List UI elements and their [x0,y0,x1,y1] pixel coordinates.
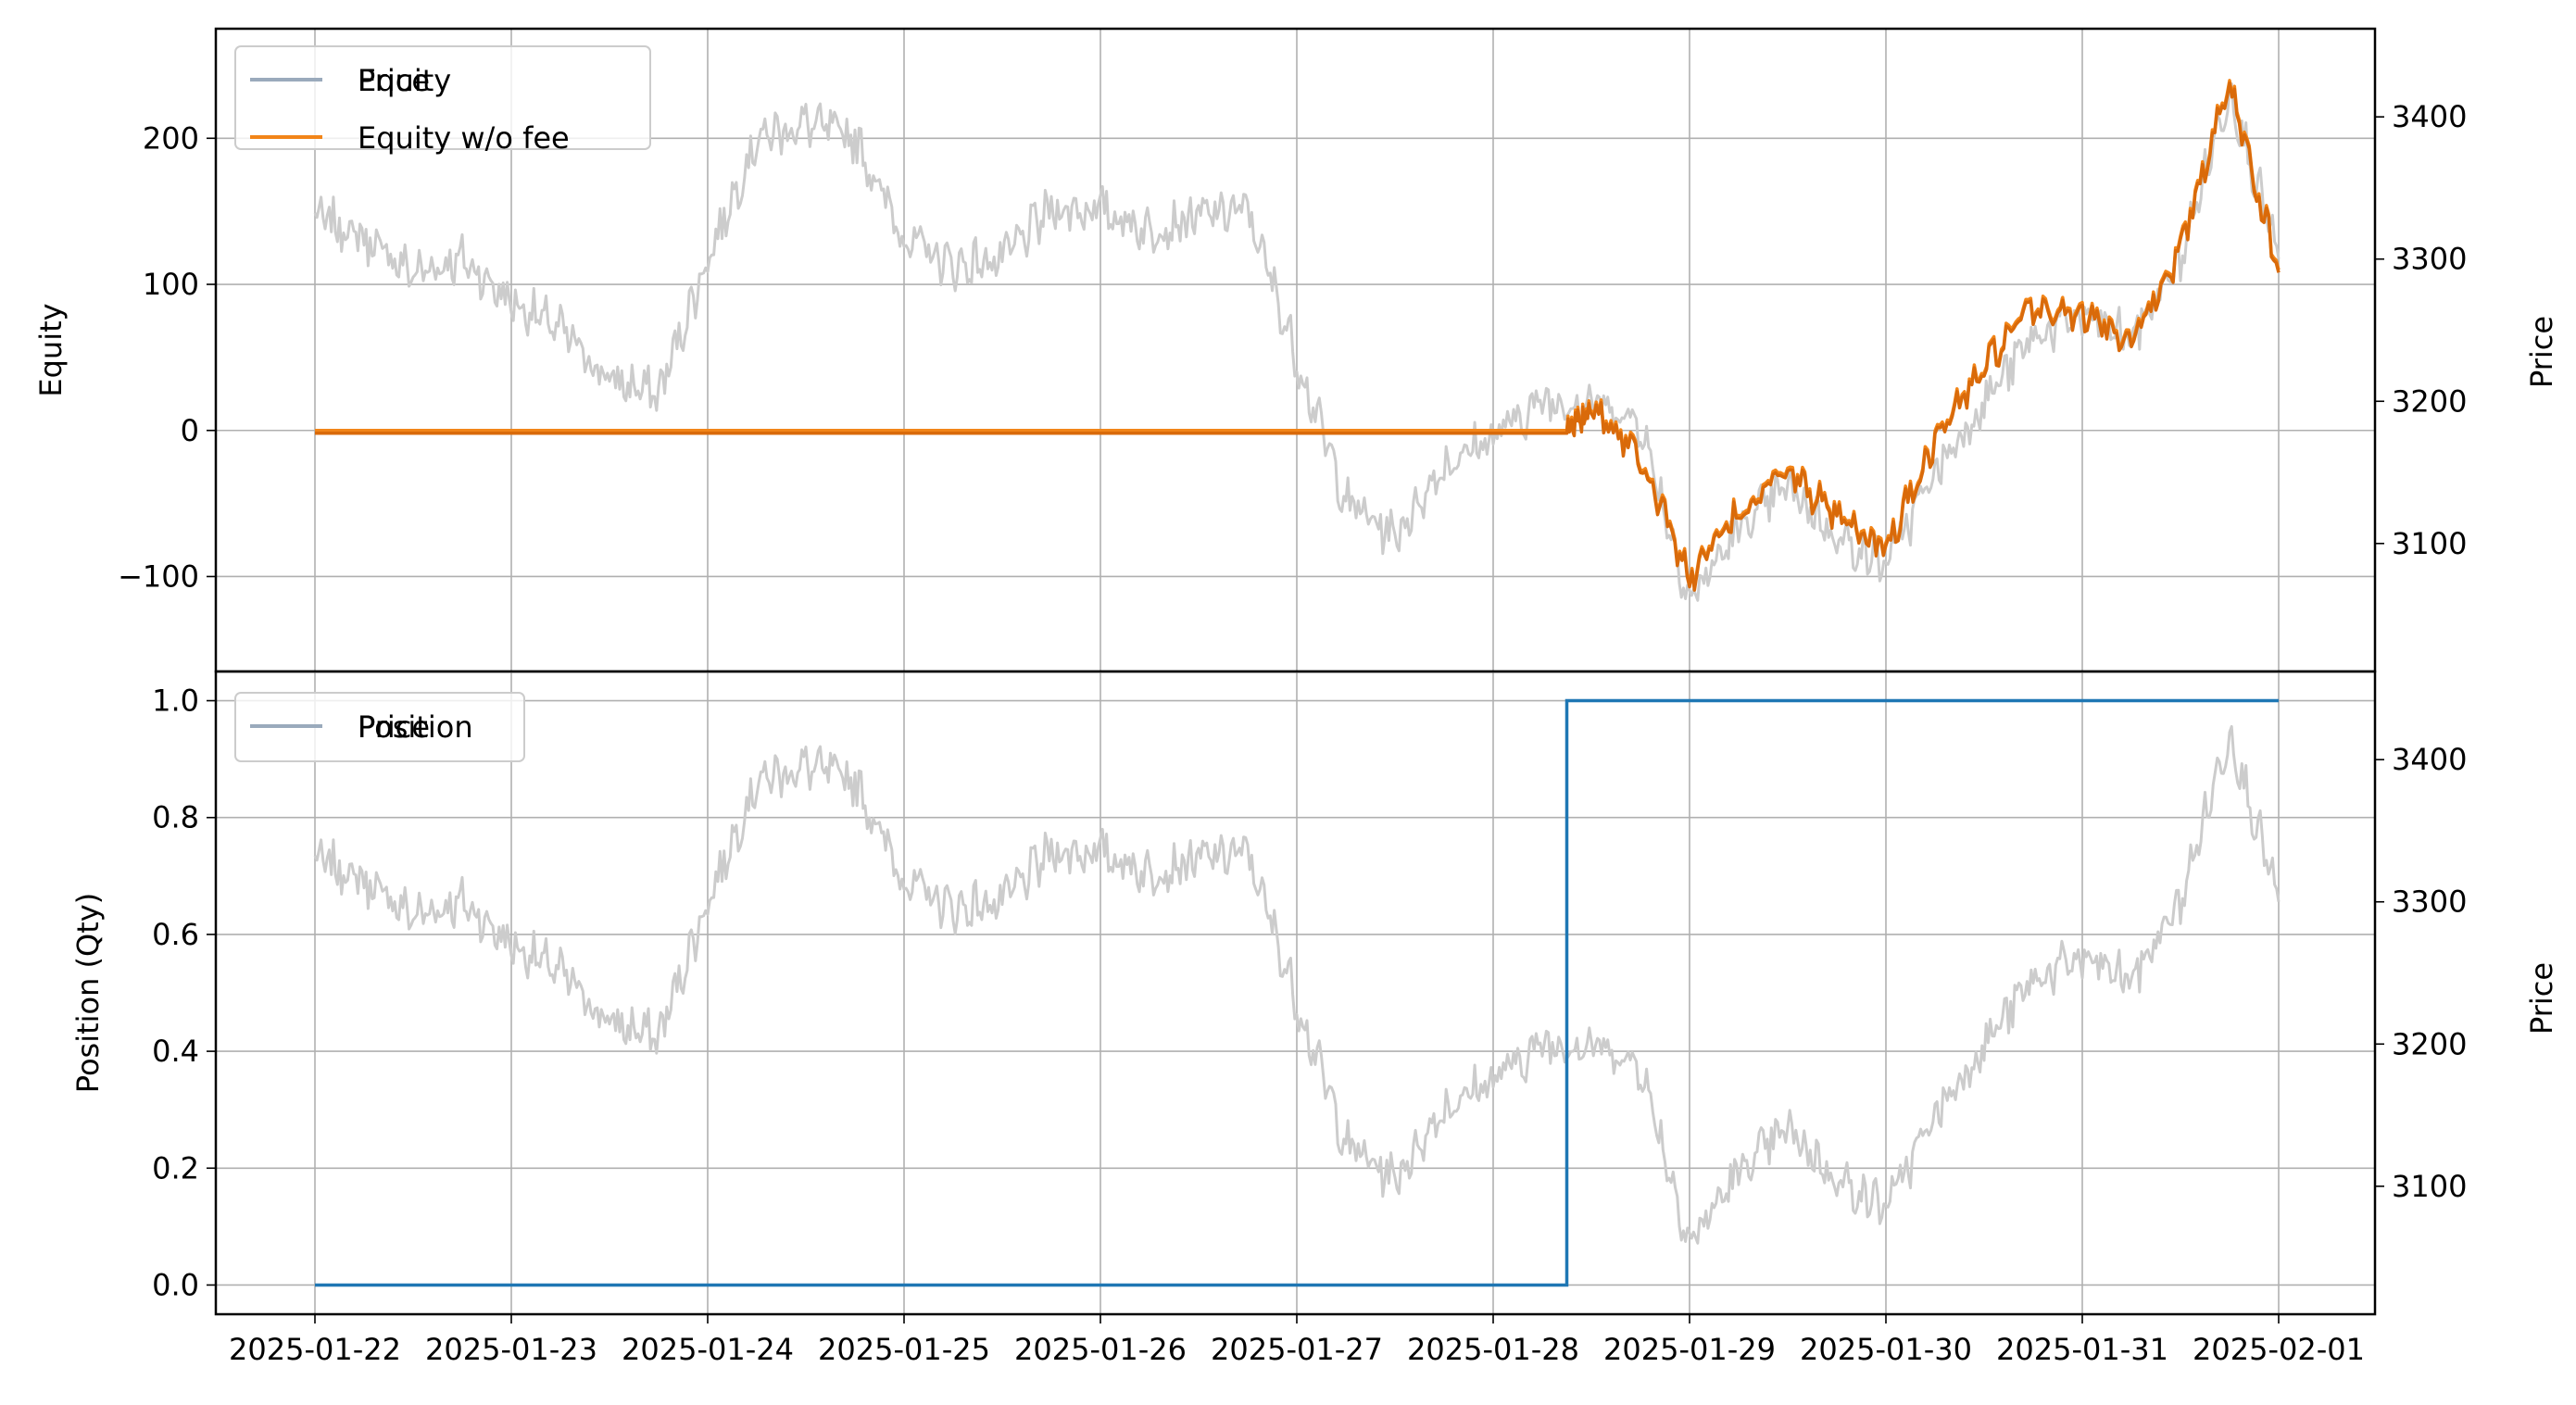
position-legend: Position Price [234,692,525,762]
equity-axis-label: Equity [33,303,69,396]
y-tick-label: 1.0 [152,684,199,719]
x-tick-label: 2025-01-30 [1800,1332,1972,1367]
position-line [315,698,2279,1287]
price-tick-label: 3300 [2392,242,2467,277]
x-tick-label: 2025-01-26 [1014,1332,1187,1367]
legend-price-label: Price [358,63,430,98]
y-tick-label: −100 [118,558,199,594]
equity-wo-fee-line [315,82,2281,592]
position-panel-frame [214,670,2377,1316]
x-axis-ticks: 2025-01-22 2025-01-23 2025-01-24 2025-01-25… [229,1314,2365,1367]
equity-ticks: −100 0 100 200 3100 3200 3300 3400 [118,99,2467,594]
price-tick-label: 3100 [2392,526,2467,561]
y-tick-label: 200 [143,120,199,156]
x-tick-label: 2025-01-29 [1603,1332,1776,1367]
equity-panel-price-line [313,82,2281,602]
price-tick-label: 3400 [2392,99,2467,134]
equity-panel: −100 0 100 200 3100 3200 3300 3400 Equity Price… [33,27,2559,673]
position-legend-box [234,692,525,762]
price-tick-label: 3300 [2392,884,2467,920]
equity-grid [216,29,2375,671]
equity-legend: Equity Price Equity w/o fee [234,45,651,156]
equity-lines [315,79,2281,592]
price-tick-label: 3400 [2392,742,2467,777]
position-price-axis-label: Price [2524,962,2559,1035]
y-tick-label: 0 [181,413,199,448]
y-tick-label: 0.8 [152,800,199,835]
x-tick-label: 2025-01-22 [229,1332,401,1367]
price-tick-label: 3200 [2392,383,2467,419]
price-line [313,724,2281,1245]
legend-price-label-2: Price [358,709,430,745]
position-lines [315,698,2279,1287]
equity-price-axis-label: Price [2524,316,2559,388]
y-tick-label: 0.2 [152,1150,199,1185]
x-tick-label: 2025-01-23 [425,1332,597,1367]
x-tick-label: 2025-01-28 [1407,1332,1579,1367]
x-tick-label: 2025-01-24 [622,1332,794,1367]
x-tick-label: 2025-01-31 [1996,1332,2168,1367]
x-tick-label: 2025-01-27 [1211,1332,1383,1367]
price-tick-label: 3200 [2392,1026,2467,1061]
price-line [313,82,2281,602]
position-ticks: 0.0 0.2 0.4 0.6 0.8 1.0 3100 3200 3300 3400 [152,684,2467,1303]
x-tick-label: 2025-01-25 [818,1332,990,1367]
y-tick-label: 0.4 [152,1034,199,1069]
position-panel: 0.0 0.2 0.4 0.6 0.8 1.0 3100 3200 3300 3400 Posit… [70,670,2559,1316]
y-tick-label: 100 [143,267,199,302]
legend-equity-label: Equity [358,63,451,98]
legend-equity-wo-fee-label: Equity w/o fee [358,120,570,156]
equity-legend-box [234,45,651,150]
price-tick-label: 3100 [2392,1169,2467,1204]
position-panel-price-line [313,724,2281,1245]
position-grid [216,671,2375,1314]
position-axis-label: Position (Qty) [70,893,106,1093]
x-tick-label: 2025-02-01 [2193,1332,2365,1367]
y-tick-label: 0.0 [152,1267,199,1302]
y-tick-label: 0.6 [152,917,199,952]
legend-position-label: Position [358,709,473,745]
